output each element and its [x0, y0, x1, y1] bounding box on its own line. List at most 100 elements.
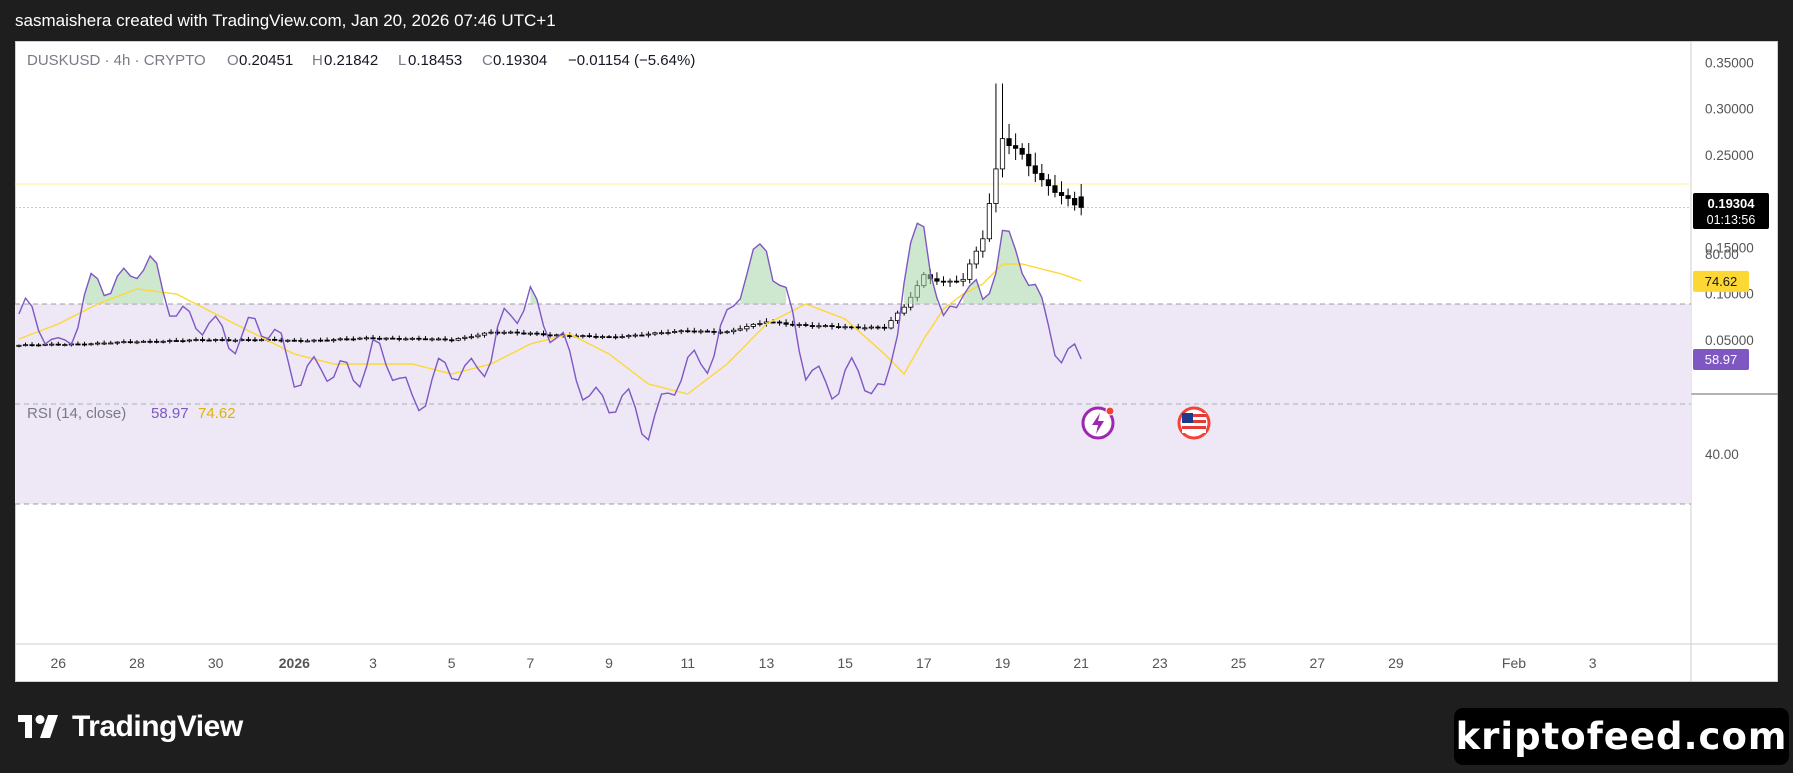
- low-label: L: [398, 52, 406, 69]
- candle-body: [704, 330, 711, 333]
- candle-body: [245, 339, 252, 341]
- rsi-overbought-area: [963, 230, 1042, 304]
- candle-body: [55, 343, 61, 346]
- candle-body: [206, 339, 212, 342]
- candle-body: [606, 336, 612, 339]
- candle-body: [521, 332, 527, 335]
- candle-body: [652, 332, 658, 335]
- candle-body: [304, 340, 311, 343]
- candle-body: [999, 138, 1006, 170]
- time-tick-label: 9: [605, 655, 613, 671]
- candle-body: [619, 336, 625, 339]
- candle-body: [527, 332, 533, 335]
- candle-body: [291, 339, 297, 342]
- candle-body: [1013, 145, 1019, 149]
- candle-body: [75, 343, 81, 346]
- candle-body: [1052, 185, 1058, 193]
- candle-body: [127, 341, 134, 344]
- rsi-tick-label: 80.00: [1705, 247, 1739, 262]
- candle-body: [980, 238, 986, 252]
- candle-body: [554, 334, 560, 337]
- candle-body: [455, 338, 461, 341]
- candle-body: [678, 330, 684, 333]
- candle-body: [993, 168, 999, 204]
- time-tick-label: 15: [837, 655, 853, 671]
- candle-body: [1058, 192, 1065, 196]
- candle-body: [121, 341, 127, 344]
- candle-body: [101, 342, 107, 345]
- lightning-icon[interactable]: [1081, 406, 1115, 440]
- candle-body: [62, 344, 68, 346]
- candle-body: [776, 321, 783, 324]
- time-tick-label: 23: [1152, 655, 1168, 671]
- candle-body: [298, 340, 304, 342]
- candle-body: [783, 322, 789, 325]
- change-value: −0.01154 (−5.64%): [568, 52, 695, 69]
- candle-body: [350, 338, 356, 341]
- rsi-value-tag: [1693, 349, 1749, 370]
- candle-body: [219, 339, 225, 341]
- candle-body: [324, 339, 330, 342]
- price-tick-label: 0.05000: [1705, 333, 1754, 348]
- candle-body: [1065, 195, 1071, 199]
- candle-body: [462, 336, 468, 339]
- close-label: C: [482, 52, 493, 69]
- rsi-overbought-area: [84, 255, 164, 304]
- candle-body: [285, 339, 291, 342]
- site-watermark: kriptofeed.com: [1454, 708, 1789, 765]
- rsi-legend-ma: 74.62: [198, 405, 236, 422]
- candle-body: [685, 330, 691, 333]
- time-tick-label: 19: [995, 655, 1011, 671]
- rsi-title: RSI (14, close): [27, 405, 126, 422]
- candle-body: [1006, 138, 1012, 147]
- candle-body: [954, 280, 960, 283]
- time-tick-label: 30: [208, 655, 224, 671]
- candle-body: [134, 341, 140, 344]
- time-axis-ticks: 26 28 30 2026 3 5 7 9 11 13 15 17 19 21 23 25 27 29 Feb 3: [50, 655, 1596, 671]
- candle-body: [842, 326, 848, 329]
- rsi-axis-ticks: 80.00 40.00: [1705, 247, 1739, 462]
- candle-body: [363, 337, 370, 340]
- time-tick-label: 2026: [279, 655, 310, 671]
- candle-body: [986, 203, 992, 240]
- candle-body: [186, 339, 193, 342]
- candle-body: [1078, 196, 1084, 208]
- candle-body: [639, 334, 645, 337]
- tradingview-brand: TradingView: [18, 710, 243, 744]
- candle-body: [508, 331, 514, 334]
- candle-body: [409, 337, 415, 340]
- candle-body: [567, 335, 573, 337]
- candle-body: [1072, 198, 1078, 206]
- candle-body: [258, 339, 265, 342]
- candle-body: [796, 324, 802, 326]
- candle-body: [475, 334, 481, 338]
- candle-body: [973, 250, 979, 265]
- time-tick-label: 3: [1589, 655, 1597, 671]
- symbol-label: DUSKUSD · 4h · CRYPTO: [27, 52, 206, 69]
- candle-body: [180, 340, 186, 343]
- candle-body: [855, 326, 861, 329]
- time-tick-label: 11: [680, 655, 695, 671]
- candle-body: [744, 326, 750, 330]
- candle-body: [442, 338, 448, 341]
- candle-body: [376, 337, 383, 340]
- us-flag-icon[interactable]: [1177, 406, 1211, 440]
- rsi-ma-tag-value: 74.62: [1705, 274, 1738, 289]
- candle-body: [645, 333, 652, 336]
- brand-name: TradingView: [72, 710, 243, 743]
- rsi-line: [18, 222, 1082, 442]
- high-label: H: [312, 52, 323, 69]
- time-tick-label: 13: [759, 655, 775, 671]
- candle-body: [317, 339, 324, 342]
- rsi-ma-line: [18, 263, 1082, 395]
- time-tick-label: 26: [50, 655, 66, 671]
- rsi-ma-tag: [1693, 270, 1749, 292]
- high-value: 0.21842: [324, 52, 378, 69]
- candle-body: [232, 339, 238, 342]
- chart-canvas[interactable]: 0.350000.300000.250000.200000.150000.100…: [15, 41, 1778, 682]
- candle-body: [947, 280, 953, 283]
- candle-body: [154, 340, 160, 343]
- candle-body: [488, 331, 494, 334]
- candle-body: [540, 333, 547, 336]
- close-value: 0.19304: [493, 52, 547, 69]
